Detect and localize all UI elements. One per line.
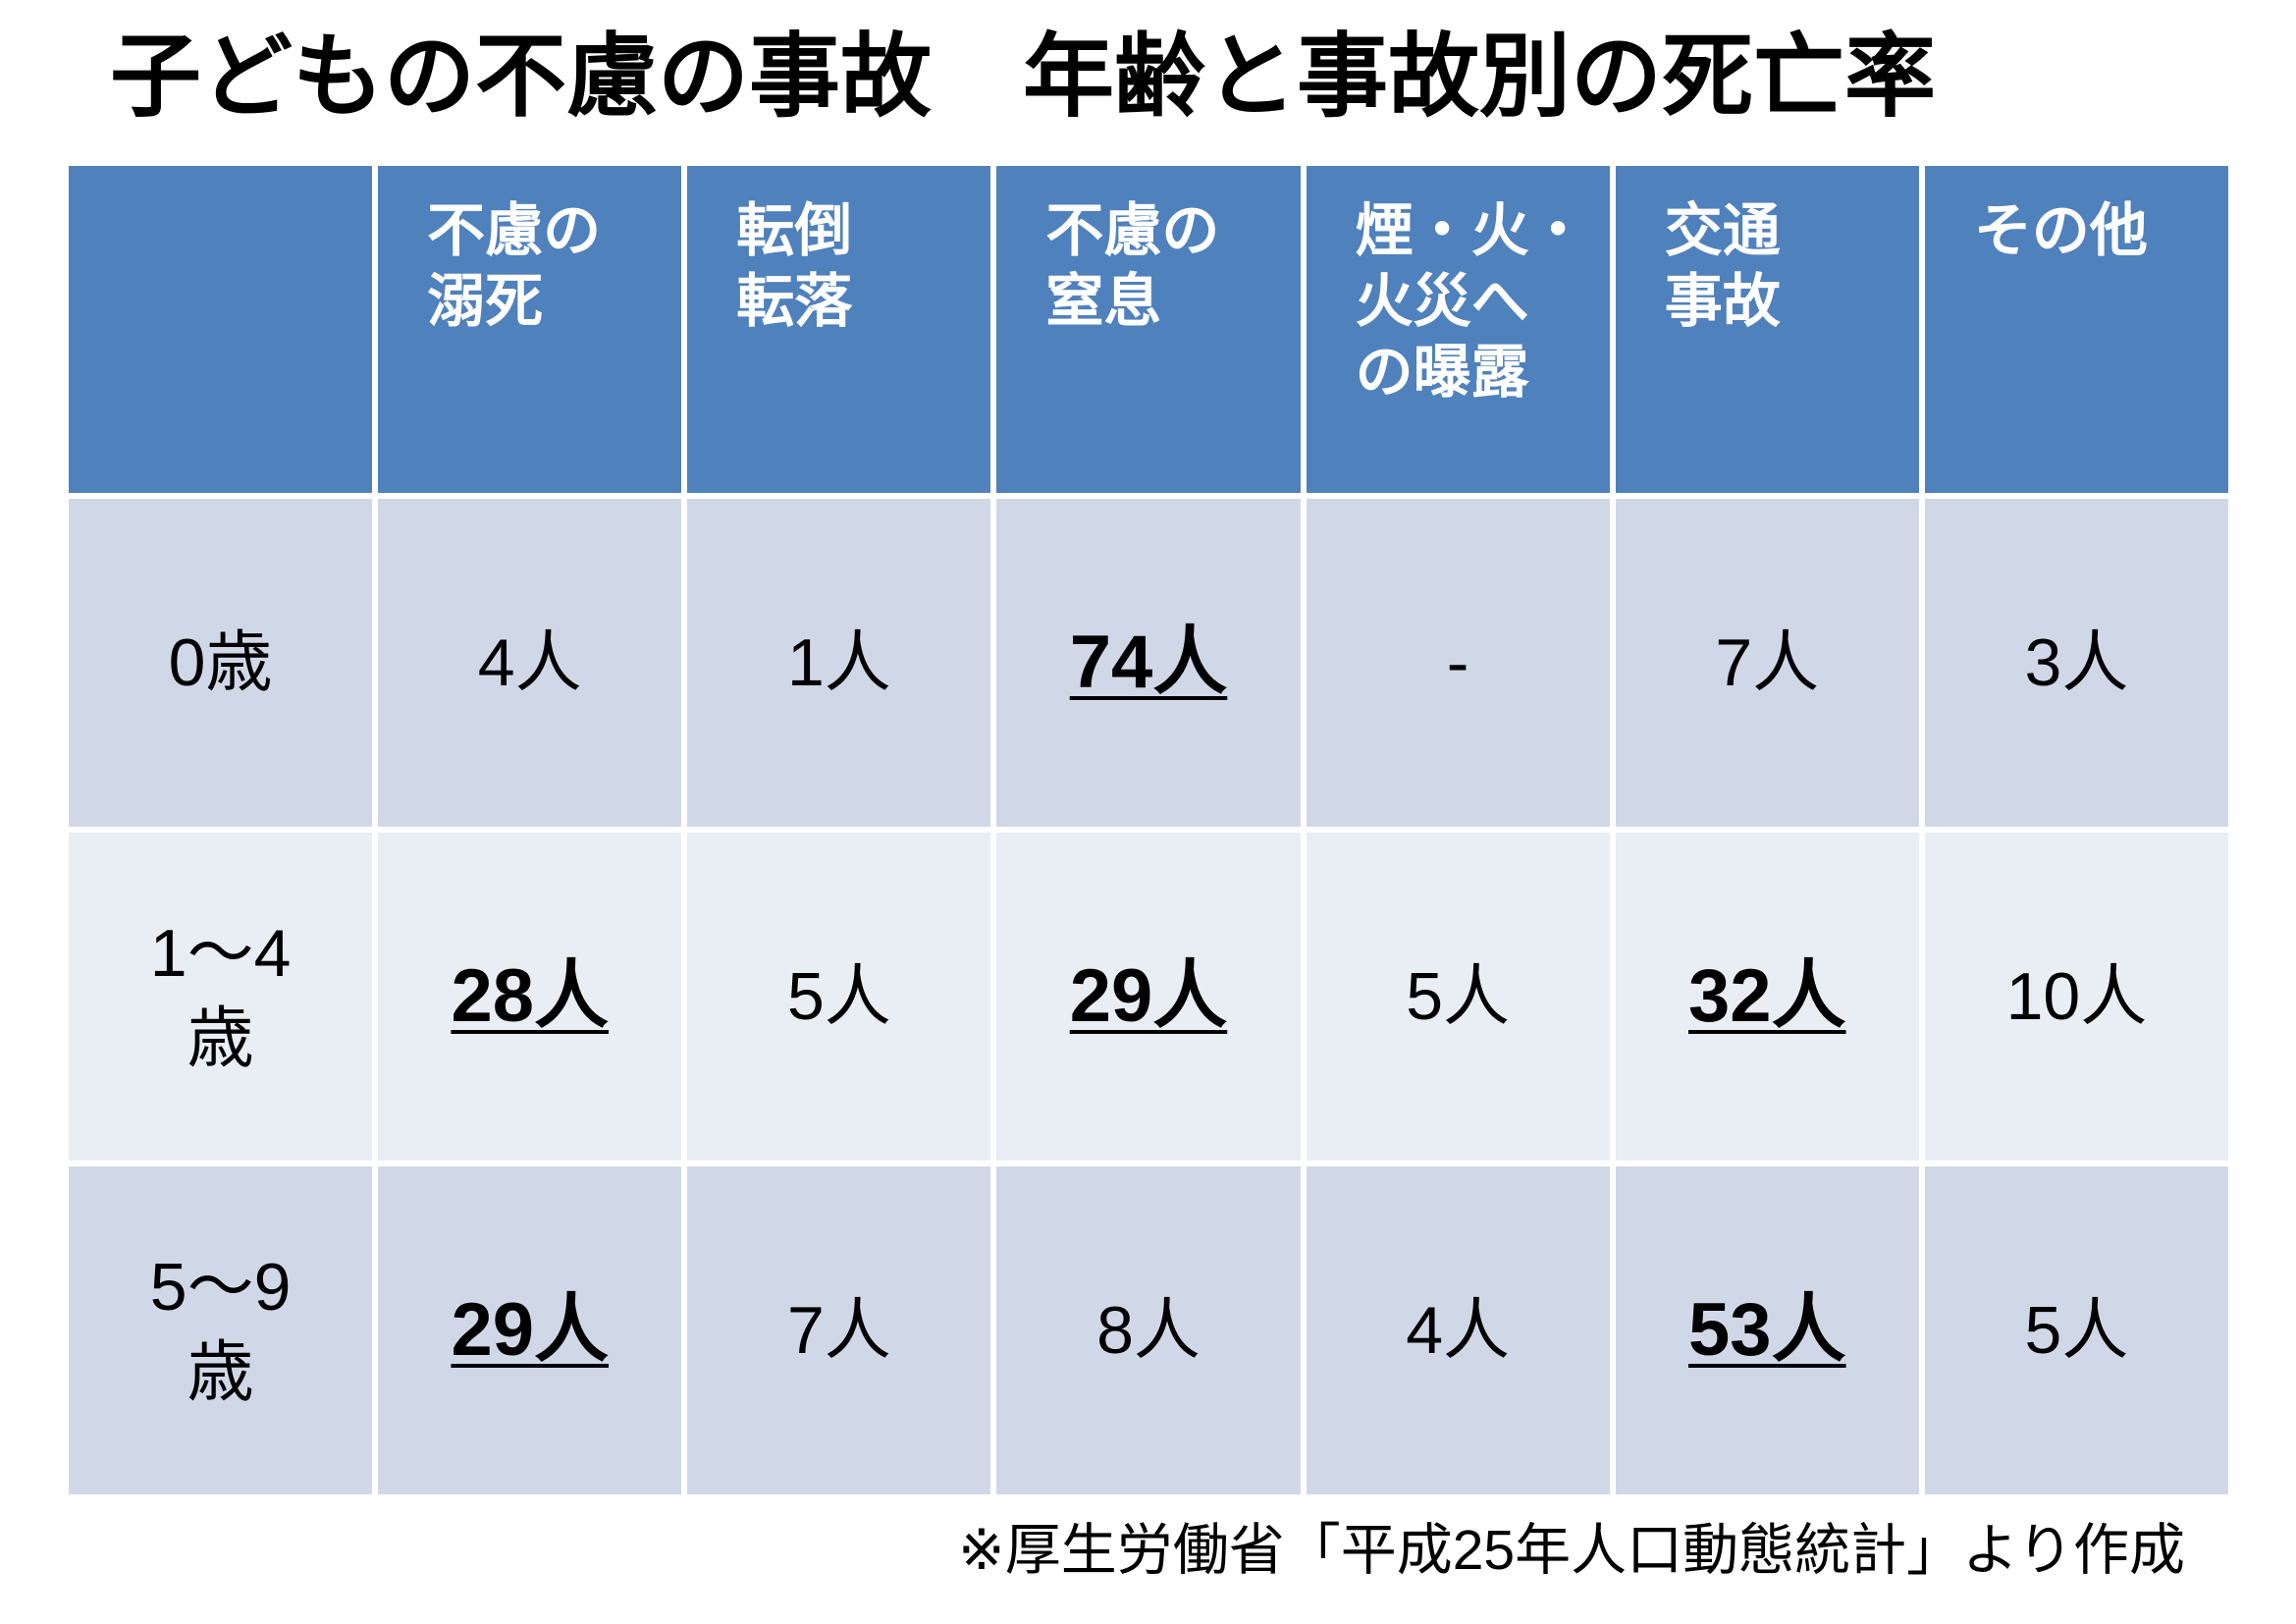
value-text: 7人	[786, 1293, 891, 1368]
value-cell: 4人	[378, 499, 682, 827]
value-cell: 5人	[687, 833, 991, 1161]
accident-death-table: 不慮の 溺死 転倒 転落 不慮の 窒息 煙・火・ 火災へ の曝露 交通 事故 その他 0歳 4…	[69, 166, 2228, 1494]
slide-title: 子どもの不慮の事故 年齢と事故別の死亡率	[110, 26, 1936, 128]
value-cell: 28人	[378, 833, 682, 1161]
value-text: 5人	[2024, 1293, 2129, 1368]
value-cell: 74人	[996, 499, 1301, 827]
highlighted-value: 29人	[451, 1288, 609, 1372]
value-cell: 7人	[1615, 499, 1919, 827]
value-text: 1人	[786, 625, 891, 700]
row-header-cell: 5～9 歳	[69, 1166, 373, 1494]
column-header-cell: 不慮の 窒息	[996, 166, 1301, 493]
value-text: 4人	[1406, 1293, 1511, 1368]
value-text: 8人	[1096, 1293, 1201, 1368]
column-header-cell: 転倒 転落	[687, 166, 991, 493]
highlighted-value: 28人	[451, 954, 609, 1038]
value-cell: 10人	[1924, 833, 2228, 1161]
column-header-label: その他	[1973, 198, 2148, 263]
row-header-cell: 1～4 歳	[69, 833, 373, 1161]
column-header-label: 転倒 転落	[736, 198, 853, 334]
column-header-cell: その他	[1924, 166, 2228, 493]
age-group-label: 0歳	[168, 624, 273, 700]
value-cell: 29人	[378, 1166, 682, 1494]
value-text: 7人	[1715, 625, 1820, 700]
highlighted-value: 32人	[1688, 954, 1846, 1038]
value-text: 5人	[1406, 959, 1511, 1034]
value-text: 3人	[2024, 625, 2129, 700]
column-header-cell: 煙・火・ 火災へ の曝露	[1306, 166, 1610, 493]
column-header-label: 交通 事故	[1664, 198, 1781, 334]
value-cell: 4人	[1306, 1166, 1610, 1494]
column-header-label: 不慮の 窒息	[1045, 198, 1220, 334]
value-cell: 3人	[1924, 499, 2228, 827]
column-header-cell: 交通 事故	[1615, 166, 1919, 493]
value-text: 5人	[786, 959, 891, 1034]
value-cell: 29人	[996, 833, 1301, 1161]
value-cell: 53人	[1615, 1166, 1919, 1494]
value-text: 4人	[477, 625, 582, 700]
highlighted-value: 74人	[1069, 621, 1228, 704]
row-header-cell: 0歳	[69, 499, 373, 827]
value-cell: 5人	[1306, 833, 1610, 1161]
value-cell: 7人	[687, 1166, 991, 1494]
source-note: ※厚生労働省「平成25年人口動態統計」より作成	[957, 1519, 2185, 1582]
value-cell: 8人	[996, 1166, 1301, 1494]
highlighted-value: 29人	[1069, 954, 1228, 1038]
corner-header-cell	[69, 166, 373, 493]
age-group-label: 5～9 歳	[149, 1250, 292, 1410]
value-cell: 5人	[1924, 1166, 2228, 1494]
value-text: 10人	[2005, 959, 2148, 1034]
value-cell: -	[1306, 499, 1610, 827]
value-cell: 32人	[1615, 833, 1919, 1161]
column-header-cell: 不慮の 溺死	[378, 166, 682, 493]
column-header-label: 煙・火・ 火災へ の曝露	[1355, 198, 1587, 405]
age-group-label: 1～4 歳	[149, 916, 292, 1076]
value-text: -	[1446, 625, 1469, 700]
highlighted-value: 53人	[1688, 1288, 1846, 1372]
column-header-label: 不慮の 溺死	[427, 198, 602, 334]
value-cell: 1人	[687, 499, 991, 827]
